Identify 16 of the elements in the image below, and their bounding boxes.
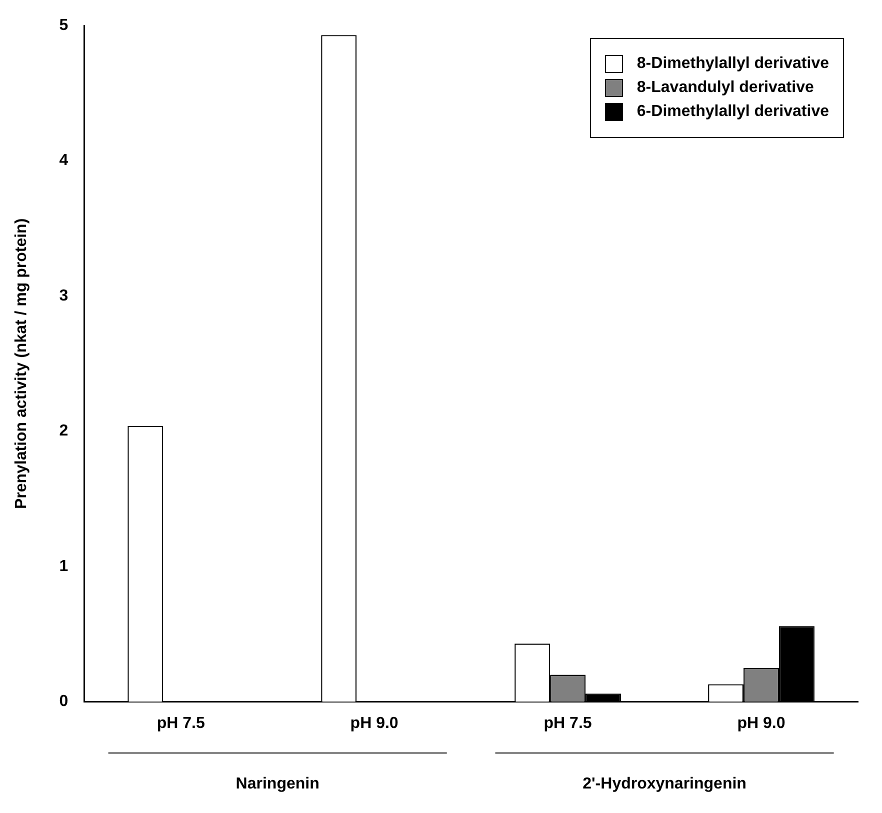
y-tick-label: 4 xyxy=(59,152,68,170)
legend-label: 6-Dimethylallyl derivative xyxy=(636,103,829,121)
y-axis-title: Prenylation activity (nkat / mg protein) xyxy=(13,218,30,510)
x-tick-label: pH 7.5 xyxy=(156,714,205,732)
text: Naringenin xyxy=(236,775,320,792)
y-tick-label: 0 xyxy=(59,693,68,710)
x-tick-label: pH 9.0 xyxy=(350,714,398,732)
x-tick-label: pH 9.0 xyxy=(737,714,786,732)
y-tick-label: 3 xyxy=(59,287,68,304)
x-tick-label: pH 7.5 xyxy=(544,714,592,732)
text: 2'-Hydroxynaringenin xyxy=(582,775,746,792)
y-tick-label: 1 xyxy=(59,558,68,575)
y-tick-label: 2 xyxy=(59,422,68,440)
legend-label: 8-Dimethylallyl derivative xyxy=(636,55,829,73)
y-tick-label: 5 xyxy=(59,17,68,34)
legend-label: 8-Lavandulyl derivative xyxy=(636,79,814,97)
